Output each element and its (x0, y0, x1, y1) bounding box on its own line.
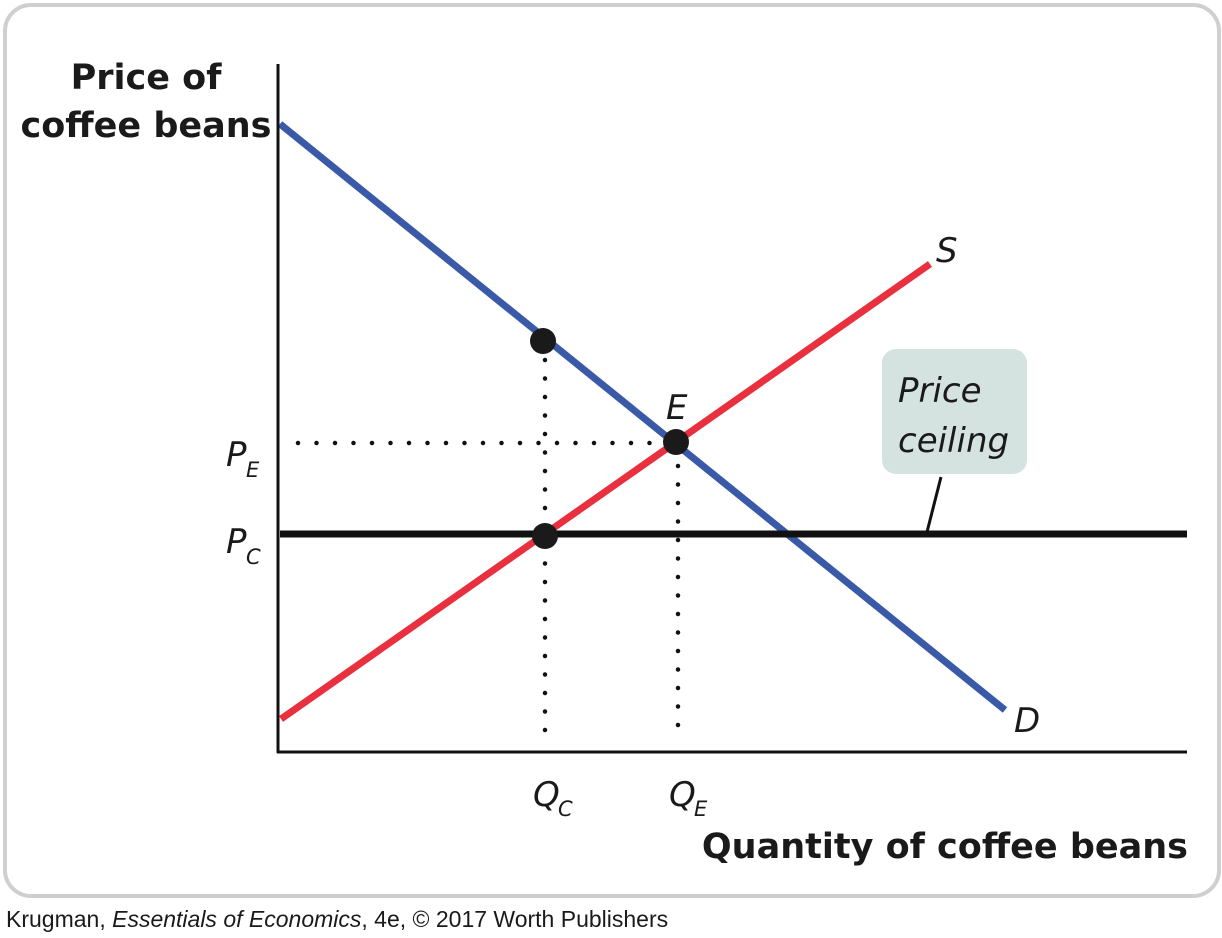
price-ceiling-subscript: C (246, 545, 261, 569)
caption-author: Krugman, (6, 906, 113, 932)
callout-line1: Price (898, 371, 982, 411)
quantity-equilibrium-subscript: E (694, 797, 708, 821)
y-axis-label-line2: coffee beans (21, 106, 272, 146)
price-ceiling-callout-box (882, 349, 1027, 474)
equilibrium-label: E (666, 388, 688, 428)
caption-title: Essentials of Economics (112, 906, 362, 932)
source-caption: Krugman, Essentials of Economics, 4e, © … (6, 906, 668, 933)
x-axis-label: Quantity of coffee beans (702, 827, 1188, 867)
y-axis-label-line1: Price of (71, 58, 223, 98)
price-equilibrium-subscript: E (246, 458, 260, 482)
quantity-equilibrium-label: Q (669, 775, 696, 815)
callout-leader-line (925, 476, 943, 533)
quantity-supplied-point (532, 523, 558, 549)
demand-label: D (1014, 701, 1040, 741)
quantity-ceiling-subscript: C (558, 797, 573, 821)
quantity-ceiling-label: Q (533, 775, 560, 815)
supply-label: S (936, 231, 958, 271)
demand-curve (277, 121, 1008, 713)
caption-rest: , 4e, © 2017 Worth Publishers (361, 906, 669, 932)
callout-line2: ceiling (898, 421, 1009, 461)
price-ceiling-tick-label: P (226, 522, 247, 562)
equilibrium-point (663, 429, 689, 455)
price-equilibrium-label: P (226, 435, 247, 475)
quantity-demanded-point (530, 328, 556, 354)
supply-curve (278, 261, 933, 722)
